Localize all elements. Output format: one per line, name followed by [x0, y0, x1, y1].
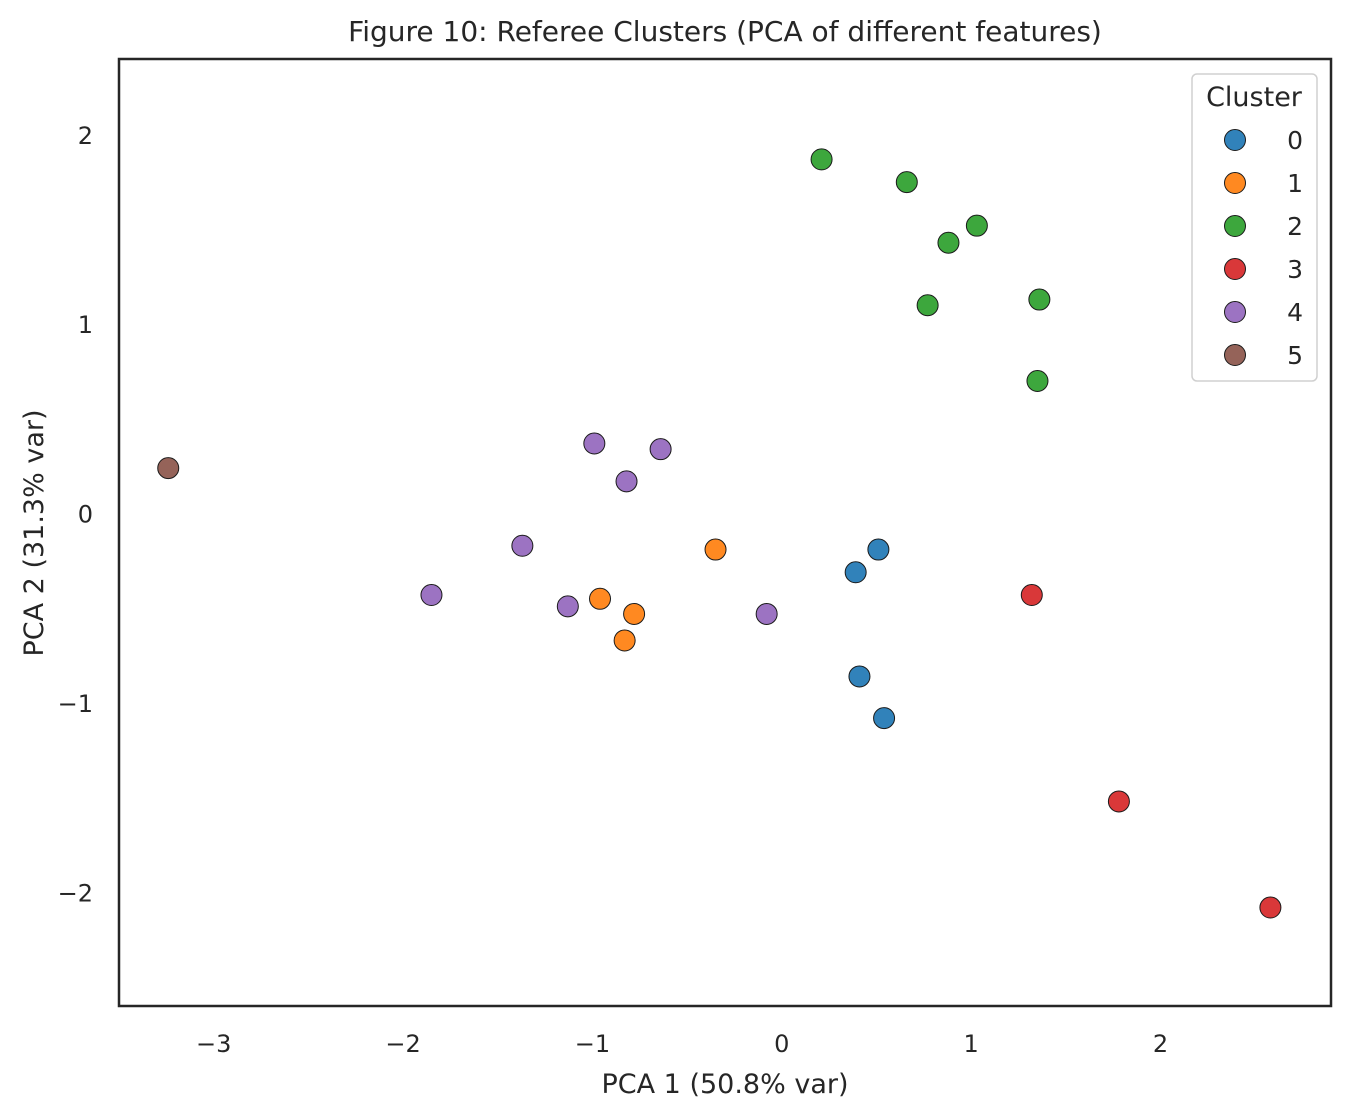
- legend-items: 0 1 2 3 4 5: [1224, 126, 1303, 370]
- data-point-cluster-2: [1026, 369, 1049, 392]
- legend: Cluster 0 1 2 3 4 5: [1191, 73, 1318, 382]
- data-point-cluster-0: [873, 707, 896, 730]
- legend-label-cluster-1: 1: [1287, 169, 1303, 198]
- data-point-cluster-4: [649, 438, 672, 461]
- y-axis-label: PCA 2 (31.3% var): [19, 410, 50, 657]
- legend-title: Cluster: [1206, 82, 1303, 113]
- legend-marker-cluster-0: [1224, 129, 1246, 151]
- data-point-cluster-2: [895, 171, 918, 194]
- data-point-cluster-3: [1107, 790, 1130, 813]
- x-tick-label: 0: [774, 1030, 789, 1058]
- data-point-cluster-4: [755, 602, 778, 625]
- x-tick-label: 2: [1153, 1030, 1168, 1058]
- legend-marker-cluster-2: [1224, 215, 1246, 237]
- chart-title: Figure 10: Referee Clusters (PCA of diff…: [348, 15, 1102, 48]
- legend-label-cluster-0: 0: [1287, 126, 1303, 155]
- legend-label-cluster-5: 5: [1287, 341, 1303, 370]
- data-point-cluster-2: [810, 148, 833, 171]
- legend-marker-cluster-3: [1224, 258, 1246, 280]
- x-tick-label: 1: [964, 1030, 979, 1058]
- y-axis-ticks: −2 −1 0 1 2: [58, 122, 93, 908]
- data-point-cluster-1: [589, 587, 612, 610]
- data-point-cluster-4: [583, 432, 606, 455]
- y-tick-label: 0: [78, 501, 93, 529]
- data-point-cluster-3: [1020, 584, 1043, 607]
- x-tick-label: −3: [196, 1030, 231, 1058]
- legend-marker-cluster-5: [1224, 344, 1246, 366]
- data-point-cluster-4: [511, 534, 534, 557]
- legend-label-cluster-2: 2: [1287, 212, 1303, 241]
- plot-area: [117, 57, 1333, 1008]
- data-point-cluster-4: [420, 584, 443, 607]
- legend-box: [1191, 73, 1318, 382]
- x-axis-label: PCA 1 (50.8% var): [602, 1069, 849, 1100]
- data-point-cluster-0: [848, 665, 871, 688]
- data-point-cluster-0: [867, 538, 890, 561]
- y-tick-label: −1: [58, 690, 93, 718]
- legend-label-cluster-4: 4: [1287, 298, 1303, 327]
- data-point-cluster-2: [937, 231, 960, 254]
- x-tick-label: −2: [385, 1030, 420, 1058]
- y-tick-label: 2: [78, 122, 93, 150]
- data-point-cluster-4: [556, 595, 579, 618]
- data-point-cluster-1: [704, 538, 727, 561]
- x-axis-ticks: −3 −2 −1 0 1 2: [196, 1030, 1168, 1058]
- data-point-cluster-0: [844, 561, 867, 584]
- points-layer: [157, 148, 1282, 919]
- x-tick-label: −1: [575, 1030, 610, 1058]
- data-point-cluster-1: [623, 602, 646, 625]
- y-tick-label: 1: [78, 311, 93, 339]
- legend-marker-cluster-1: [1224, 172, 1246, 194]
- data-point-cluster-2: [916, 294, 939, 317]
- data-point-cluster-5: [157, 457, 180, 480]
- y-tick-label: −2: [58, 879, 93, 907]
- legend-marker-cluster-4: [1224, 301, 1246, 323]
- data-point-cluster-4: [615, 470, 638, 493]
- legend-label-cluster-3: 3: [1287, 255, 1303, 284]
- data-point-cluster-1: [613, 629, 636, 652]
- data-point-cluster-2: [965, 214, 988, 237]
- data-point-cluster-3: [1259, 896, 1282, 919]
- data-point-cluster-2: [1028, 288, 1051, 311]
